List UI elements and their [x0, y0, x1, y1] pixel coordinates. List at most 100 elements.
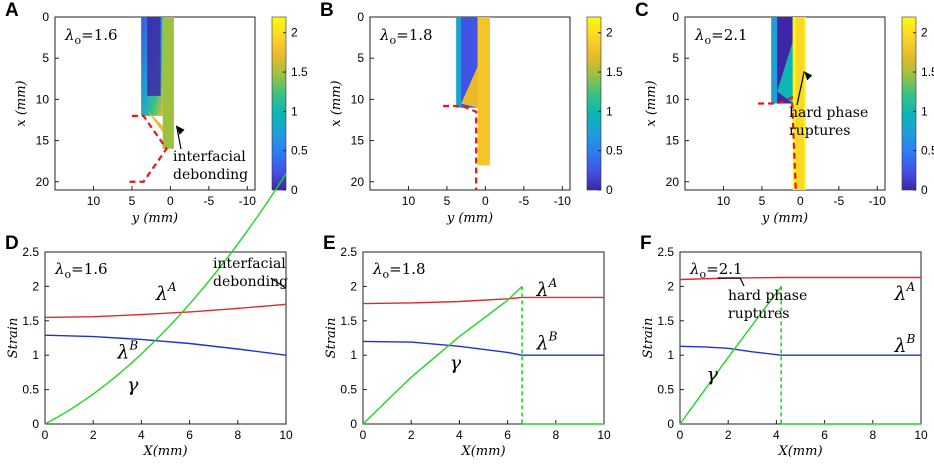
annotation-text: interfacial — [173, 149, 246, 165]
annotation-text: debonding — [173, 167, 248, 183]
colorbar-tick-label: 0 — [291, 183, 298, 197]
y-tick-label: 2.5 — [657, 245, 674, 259]
y-tick-label: 0 — [42, 10, 49, 24]
y-tick-label: 20 — [36, 175, 50, 189]
x-tick-label: 10 — [914, 428, 928, 442]
deformed-tip — [777, 41, 793, 104]
y-tick-label: 15 — [36, 134, 50, 148]
colorbar-tick-label: 0 — [606, 183, 613, 197]
y-tick-label: 5 — [357, 51, 364, 65]
colorbar-tick-label: 2 — [606, 26, 613, 40]
lambda-o-label: λo=2.1 — [694, 26, 748, 47]
x-tick-label: -5 — [204, 194, 215, 208]
colorbar-tick-label: 0.5 — [291, 144, 308, 158]
y-axis-title: Strain — [6, 318, 21, 359]
x-tick-label: 8 — [552, 428, 559, 442]
annotation-arrow — [796, 71, 805, 106]
x-tick-label: 0 — [482, 194, 489, 208]
x-tick-label: 10 — [279, 428, 293, 442]
x-tick-label: -10 — [869, 194, 887, 208]
y-tick-label: 5 — [42, 51, 49, 65]
x-tick-label: 0 — [797, 194, 804, 208]
series-label: λA — [155, 280, 177, 305]
lambda-o-label: λo=1.8 — [372, 260, 426, 281]
x-tick-label: 6 — [504, 428, 511, 442]
annotation-text: ruptures — [789, 123, 850, 139]
panel-label: F — [640, 233, 652, 254]
annotation-text: ruptures — [728, 306, 789, 322]
x-tick-label: 4 — [456, 428, 463, 442]
colorbar-tick-label: 1 — [606, 104, 613, 118]
y-tick-label: 15 — [666, 134, 680, 148]
colorbar-tick-label: 1.5 — [606, 65, 623, 79]
lambda-o-label: λo=2.1 — [689, 260, 743, 281]
interface-path — [128, 114, 168, 183]
series-label: λB — [116, 339, 138, 364]
plot-frame — [44, 251, 287, 425]
deformed-tip — [461, 66, 478, 108]
colorbar-tick-label: 1 — [921, 104, 928, 118]
y-tick-label: 2 — [32, 279, 39, 293]
colorbar-tick-label: 2 — [291, 26, 298, 40]
y-tick-label: 1.5 — [657, 314, 674, 328]
series-lambda-a-line — [44, 303, 287, 319]
y-tick-label: 2.5 — [22, 245, 39, 259]
x-axis-title: y (mm) — [131, 211, 178, 226]
x-axis-title: y (mm) — [446, 211, 493, 226]
x-tick-label: 10 — [87, 194, 101, 208]
plot-frame — [679, 251, 922, 425]
lambda-o-label: λo=1.6 — [54, 260, 108, 281]
colorbar — [586, 16, 602, 191]
hard-phase-strain-field — [162, 17, 174, 149]
arrow-head — [176, 125, 185, 135]
y-tick-label: 15 — [351, 134, 365, 148]
panel-label: A — [5, 0, 19, 21]
y-tick-label: 2 — [350, 279, 357, 293]
y-tick-label: 0 — [667, 417, 674, 431]
x-tick-label: 10 — [402, 194, 416, 208]
y-tick-label: 0 — [672, 10, 679, 24]
y-tick-label: 1 — [350, 348, 357, 362]
deformed-tip — [146, 109, 163, 133]
x-tick-label: 4 — [138, 428, 145, 442]
x-tick-label: -10 — [554, 194, 572, 208]
panel-label: C — [635, 0, 649, 21]
strain-chart-e: E 0 2 4 6 8 10 0 0.5 1 1.5 2 2.5 X(mm) Strain λA λB γ λo=1… — [323, 233, 611, 459]
x-tick-label: 0 — [360, 428, 367, 442]
series-label: λB — [893, 332, 915, 357]
lambda-o-label: λo=1.8 — [379, 26, 433, 47]
colorbar — [901, 16, 917, 191]
interface-path — [443, 104, 478, 190]
x-tick-label: 4 — [773, 428, 780, 442]
x-tick-label: -5 — [519, 194, 530, 208]
interface-path — [758, 96, 797, 191]
x-tick-label: 6 — [821, 428, 828, 442]
series-label: λA — [536, 276, 558, 301]
x-tick-label: 10 — [717, 194, 731, 208]
annotation-arrow — [270, 277, 287, 289]
annotation-text: hard phase — [789, 105, 868, 121]
x-tick-label: 5 — [759, 194, 766, 208]
panel-label: D — [5, 233, 19, 254]
colorbar-tick-label: 1.5 — [291, 65, 308, 79]
annotation-arrow — [175, 125, 182, 150]
series-label: γ — [450, 352, 462, 374]
y-tick-label: 20 — [351, 175, 365, 189]
hard-phase-shade — [795, 17, 804, 190]
annotation-text: hard phase — [728, 288, 807, 304]
bottom-row-panels: D0 2 4 6 8 1000.511.522.5X(mm)StrainλAλBγλo=1… — [5, 173, 928, 459]
series-label: λB — [536, 330, 558, 355]
y-tick-label: 0.5 — [340, 383, 357, 397]
y-tick-label: 0.5 — [657, 383, 674, 397]
y-tick-label: 2 — [667, 279, 674, 293]
series-gamma-line — [44, 173, 287, 425]
colorbar — [271, 16, 287, 191]
colorbar-tick-label: 1 — [291, 104, 298, 118]
y-tick-label: 10 — [36, 92, 50, 106]
y-tick-label: 0 — [32, 417, 39, 431]
y-tick-label: 2.5 — [340, 245, 357, 259]
colorbar-tick-label: 1.5 — [921, 65, 934, 79]
annotation-text: interfacial — [213, 256, 286, 272]
annotation-arrow-tail — [739, 277, 745, 287]
x-tick-label: 2 — [90, 428, 97, 442]
